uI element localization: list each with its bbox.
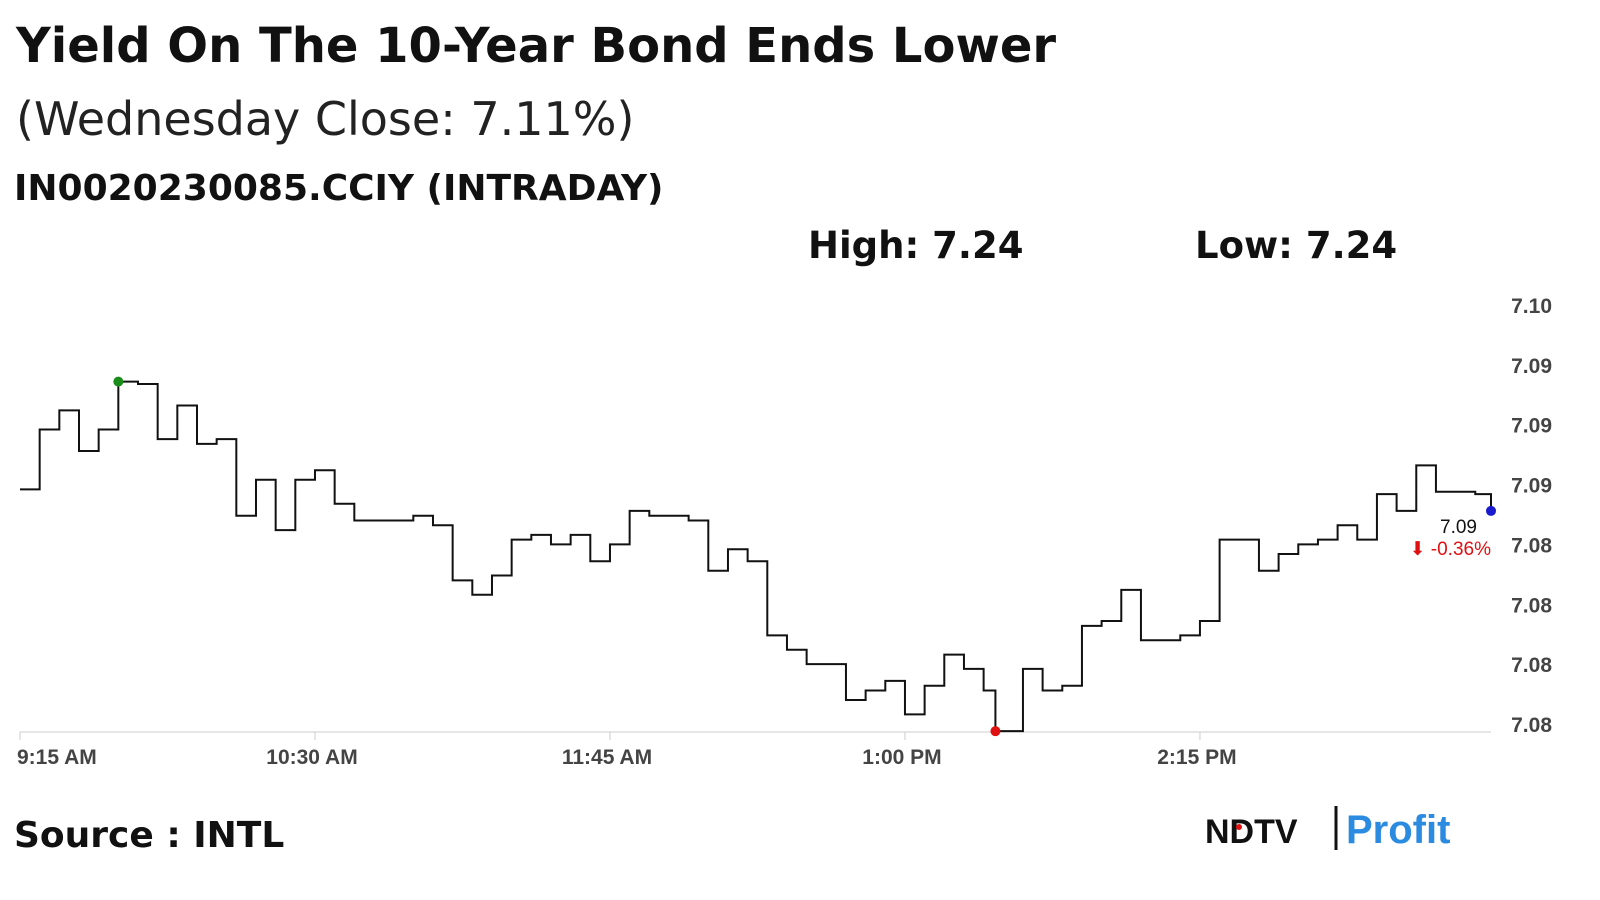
high-label: High: 7.24 bbox=[808, 224, 1023, 267]
x-tick-label: 11:45 AM bbox=[562, 746, 652, 769]
x-tick-label: 1:00 PM bbox=[862, 746, 941, 769]
source: Source : INTL bbox=[14, 815, 284, 856]
y-tick-label: 7.08 bbox=[1511, 654, 1552, 677]
y-tick-label: 7.10 bbox=[1511, 295, 1552, 318]
y-tick-label: 7.08 bbox=[1511, 534, 1552, 557]
y-tick-label: 7.09 bbox=[1511, 475, 1552, 498]
last-value-label: 7.09 bbox=[1440, 517, 1477, 538]
logo-dot bbox=[1236, 824, 1242, 830]
chart-title: Yield On The 10-Year Bond Ends Lower bbox=[15, 18, 1056, 74]
chart-subtitle: (Wednesday Close: 7.11%) bbox=[16, 92, 634, 146]
low-marker bbox=[990, 726, 1001, 737]
change-label: ⬇ -0.36% bbox=[1410, 539, 1492, 560]
last-marker bbox=[1486, 505, 1496, 516]
price-line bbox=[20, 380, 1492, 733]
y-tick-label: 7.08 bbox=[1511, 594, 1552, 617]
x-tick-label: 10:30 AM bbox=[266, 746, 357, 769]
logo-right: Profit bbox=[1346, 808, 1450, 852]
y-tick-label: 7.09 bbox=[1511, 415, 1552, 438]
x-tick-label: 9:15 AM bbox=[17, 746, 97, 769]
high-marker bbox=[113, 376, 124, 387]
low-label: Low: 7.24 bbox=[1195, 224, 1397, 267]
logo-left: NDTV bbox=[1205, 813, 1298, 851]
x-tick-label: 2:15 PM bbox=[1157, 746, 1236, 769]
y-tick-label: 7.09 bbox=[1511, 355, 1552, 378]
instrument: IN0020230085.CCIY (INTRADAY) bbox=[14, 168, 663, 209]
y-tick-label: 7.08 bbox=[1511, 714, 1552, 737]
